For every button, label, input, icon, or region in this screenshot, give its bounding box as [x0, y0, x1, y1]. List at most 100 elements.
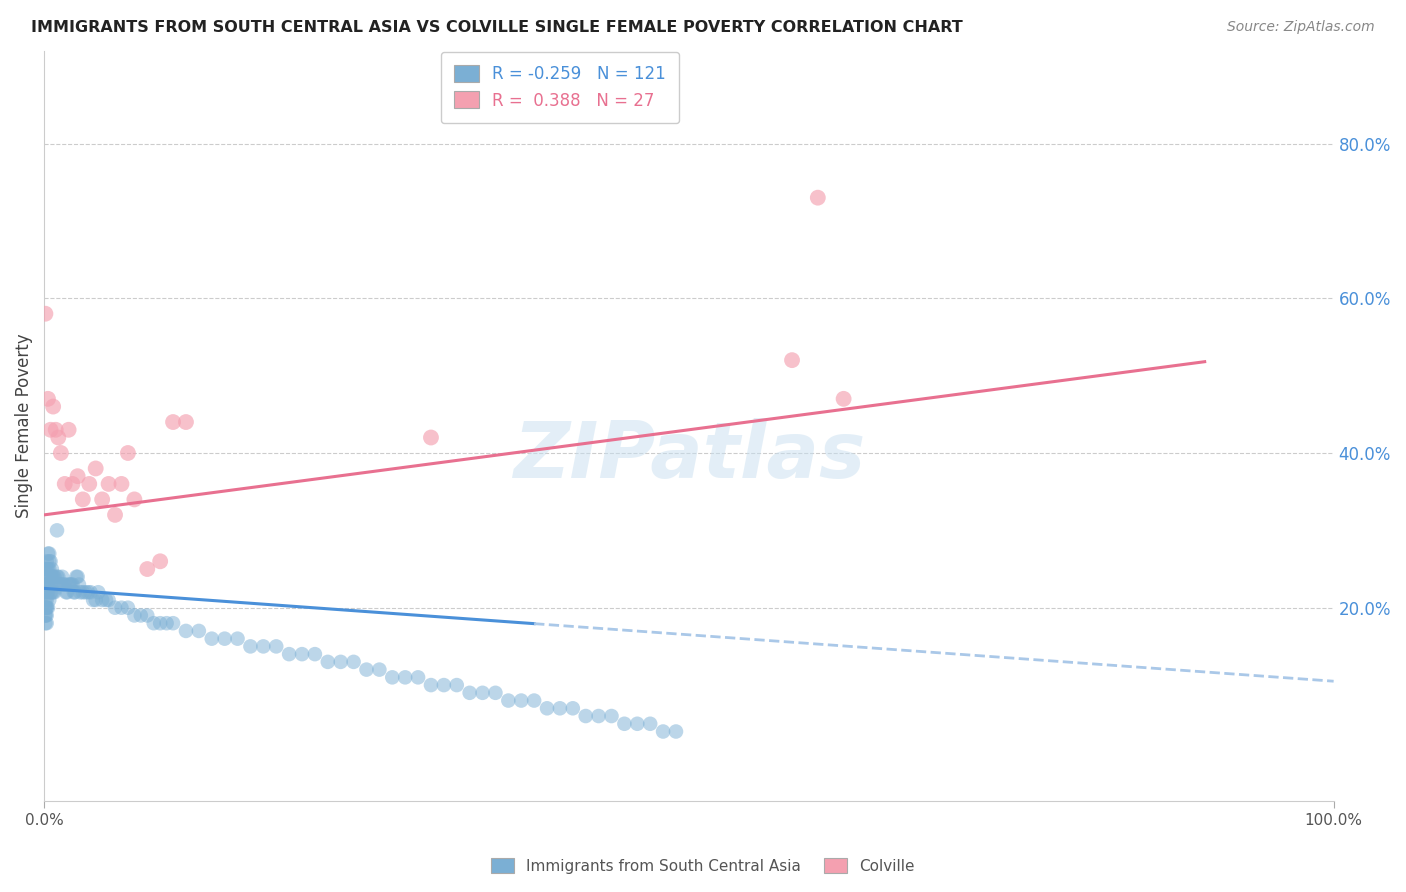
Y-axis label: Single Female Poverty: Single Female Poverty	[15, 334, 32, 518]
Point	[60, 577, 83, 591]
Point	[45, 423, 67, 437]
Point	[239, 640, 262, 654]
Point	[291, 647, 314, 661]
Point	[41, 570, 63, 584]
Point	[35, 616, 58, 631]
Point	[39, 570, 62, 584]
Point	[34, 570, 56, 584]
Point	[162, 415, 184, 429]
Point	[433, 678, 456, 692]
Point	[381, 670, 404, 684]
Point	[638, 716, 661, 731]
Point	[34, 562, 56, 576]
Point	[49, 577, 72, 591]
Point	[356, 663, 378, 677]
Point	[62, 477, 84, 491]
Point	[588, 709, 610, 723]
Point	[536, 701, 558, 715]
Point	[446, 678, 468, 692]
Point	[39, 554, 62, 568]
Point	[37, 600, 59, 615]
Point	[53, 477, 76, 491]
Point	[807, 191, 830, 205]
Point	[156, 616, 179, 631]
Point	[37, 585, 59, 599]
Point	[34, 608, 56, 623]
Point	[278, 647, 301, 661]
Point	[35, 585, 58, 599]
Point	[117, 600, 139, 615]
Point	[45, 577, 67, 591]
Point	[149, 554, 172, 568]
Point	[59, 577, 82, 591]
Text: IMMIGRANTS FROM SOUTH CENTRAL ASIA VS COLVILLE SINGLE FEMALE POVERTY CORRELATION: IMMIGRANTS FROM SOUTH CENTRAL ASIA VS CO…	[31, 20, 963, 35]
Point	[38, 562, 60, 576]
Legend: Immigrants from South Central Asia, Colville: Immigrants from South Central Asia, Colv…	[485, 852, 921, 880]
Point	[52, 577, 75, 591]
Point	[174, 415, 197, 429]
Point	[34, 616, 56, 631]
Point	[406, 670, 429, 684]
Point	[420, 430, 443, 444]
Point	[117, 446, 139, 460]
Point	[39, 585, 62, 599]
Point	[34, 608, 56, 623]
Point	[652, 724, 675, 739]
Point	[82, 593, 104, 607]
Point	[201, 632, 224, 646]
Point	[548, 701, 571, 715]
Point	[65, 570, 87, 584]
Point	[142, 616, 165, 631]
Point	[46, 430, 69, 444]
Point	[110, 600, 132, 615]
Point	[58, 423, 80, 437]
Point	[316, 655, 339, 669]
Point	[484, 686, 506, 700]
Point	[84, 461, 107, 475]
Point	[35, 600, 58, 615]
Point	[41, 585, 63, 599]
Point	[575, 709, 598, 723]
Point	[84, 593, 107, 607]
Point	[626, 716, 648, 731]
Point	[124, 608, 146, 623]
Point	[56, 585, 79, 599]
Point	[51, 570, 73, 584]
Point	[37, 392, 59, 406]
Text: ZIPatlas: ZIPatlas	[513, 418, 865, 494]
Point	[35, 593, 58, 607]
Point	[77, 585, 100, 599]
Point	[66, 469, 89, 483]
Point	[62, 585, 84, 599]
Point	[34, 600, 56, 615]
Point	[37, 577, 59, 591]
Point	[91, 593, 114, 607]
Point	[780, 353, 803, 368]
Point	[35, 600, 58, 615]
Point	[458, 686, 481, 700]
Point	[104, 600, 127, 615]
Point	[72, 492, 94, 507]
Point	[41, 562, 63, 576]
Point	[264, 640, 287, 654]
Point	[63, 585, 86, 599]
Point	[38, 593, 60, 607]
Point	[42, 400, 65, 414]
Point	[510, 693, 533, 707]
Point	[79, 585, 101, 599]
Point	[53, 577, 76, 591]
Point	[35, 608, 58, 623]
Point	[600, 709, 623, 723]
Point	[42, 585, 65, 599]
Point	[69, 585, 91, 599]
Point	[35, 577, 58, 591]
Point	[136, 608, 159, 623]
Point	[561, 701, 583, 715]
Point	[38, 547, 60, 561]
Point	[34, 307, 56, 321]
Point	[34, 593, 56, 607]
Point	[34, 600, 56, 615]
Point	[46, 570, 69, 584]
Point	[46, 524, 69, 538]
Point	[97, 593, 120, 607]
